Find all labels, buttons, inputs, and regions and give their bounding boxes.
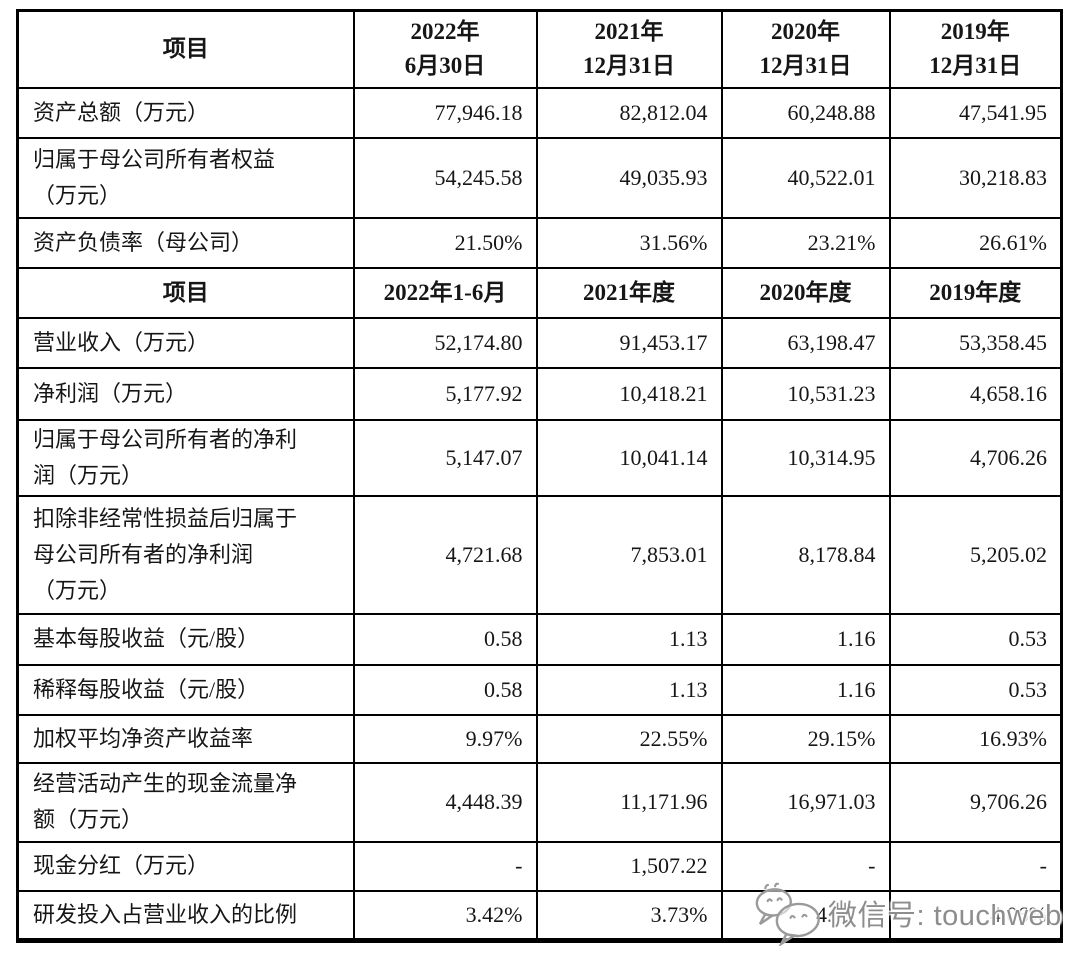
cell-value: 21.50% <box>352 216 538 269</box>
cell-value: 10,041.14 <box>535 418 723 497</box>
cell-value: 10,531.23 <box>720 366 891 421</box>
cell-value: 4,706.26 <box>888 418 1063 497</box>
cell-value: 63,198.47 <box>720 316 891 369</box>
cell-value: 9.97% <box>352 713 538 764</box>
cell-value: 4,658.16 <box>888 366 1063 421</box>
cell-value: 52,174.80 <box>352 316 538 369</box>
cell-value: - <box>888 840 1063 892</box>
cell-value: 5,205.02 <box>888 494 1063 615</box>
cell-value: 1.13 <box>535 663 723 716</box>
cell-value: 1.16 <box>720 612 891 666</box>
table-row: 扣除非经常性损益后归属于 母公司所有者的净利润 （万元） 4,721.68 7,… <box>16 494 1063 615</box>
row-label: 基本每股收益（元/股） <box>16 612 355 666</box>
cell-value: 16,971.03 <box>720 761 891 843</box>
cell-value: 82,812.04 <box>535 86 723 139</box>
table-row: 加权平均净资产收益率 9.97% 22.55% 29.15% 16.93% <box>16 713 1063 764</box>
cell-value: 91,453.17 <box>535 316 723 369</box>
header-col-2021-12-31: 2021年 12月31日 <box>535 9 723 89</box>
cell-value: 1.16 <box>720 663 891 716</box>
row-label: 经营活动产生的现金流量净 额（万元） <box>16 761 355 843</box>
cell-value: 0.53 <box>888 612 1063 666</box>
cell-value: 0.58 <box>352 612 538 666</box>
cell-value: 16.93% <box>888 713 1063 764</box>
cell-value: 0.58 <box>352 663 538 716</box>
row-label: 净利润（万元） <box>16 366 355 421</box>
header-col-2022h1: 2022年1-6月 <box>352 266 538 319</box>
cell-value: 60,248.88 <box>720 86 891 139</box>
row-label: 营业收入（万元） <box>16 316 355 369</box>
cell-value: 5,177.92 <box>352 366 538 421</box>
cell-value: 10,314.95 <box>720 418 891 497</box>
cell-value: 10,418.21 <box>535 366 723 421</box>
table-row: 营业收入（万元） 52,174.80 91,453.17 63,198.47 5… <box>16 316 1063 369</box>
cell-value: 4.06% <box>888 889 1063 942</box>
table-row: 资产总额（万元） 77,946.18 82,812.04 60,248.88 4… <box>16 86 1063 139</box>
cell-value: 77,946.18 <box>352 86 538 139</box>
cell-value: 9,706.26 <box>888 761 1063 843</box>
row-label: 加权平均净资产收益率 <box>16 713 355 764</box>
cell-value: - <box>720 840 891 892</box>
cell-value: 31.56% <box>535 216 723 269</box>
header-item-label: 项目 <box>16 9 355 89</box>
cell-value: 22.55% <box>535 713 723 764</box>
table-row: 研发投入占营业收入的比例 3.42% 3.73% 4. 4.06% <box>16 889 1063 942</box>
cell-value: 47,541.95 <box>888 86 1063 139</box>
header-col-2020: 2020年度 <box>720 266 891 319</box>
header-col-2022-06-30: 2022年 6月30日 <box>352 9 538 89</box>
table-row: 资产负债率（母公司） 21.50% 31.56% 23.21% 26.61% <box>16 216 1063 269</box>
row-label: 稀释每股收益（元/股） <box>16 663 355 716</box>
header-col-2021: 2021年度 <box>535 266 723 319</box>
row-label: 归属于母公司所有者权益 （万元） <box>16 136 355 219</box>
row-label: 资产负债率（母公司） <box>16 216 355 269</box>
table-row: 基本每股收益（元/股） 0.58 1.13 1.16 0.53 <box>16 612 1063 666</box>
table-header-row: 项目 2022年1-6月 2021年度 2020年度 2019年度 <box>16 266 1063 319</box>
table-row: 归属于母公司所有者的净利 润（万元） 5,147.07 10,041.14 10… <box>16 418 1063 497</box>
financial-summary-table: 项目 2022年 6月30日 2021年 12月31日 2020年 12月31日… <box>16 9 1063 943</box>
cell-value: 3.42% <box>352 889 538 942</box>
cell-value: 5,147.07 <box>352 418 538 497</box>
row-label: 现金分红（万元） <box>16 840 355 892</box>
table-row: 净利润（万元） 5,177.92 10,418.21 10,531.23 4,6… <box>16 366 1063 421</box>
row-label: 资产总额（万元） <box>16 86 355 139</box>
cell-value: 8,178.84 <box>720 494 891 615</box>
table-row: 归属于母公司所有者权益 （万元） 54,245.58 49,035.93 40,… <box>16 136 1063 219</box>
cell-value: 1,507.22 <box>535 840 723 892</box>
cell-value: 49,035.93 <box>535 136 723 219</box>
cell-value: 53,358.45 <box>888 316 1063 369</box>
table-row: 稀释每股收益（元/股） 0.58 1.13 1.16 0.53 <box>16 663 1063 716</box>
cell-value-obscured: 4. <box>720 889 891 942</box>
header-col-2020-12-31: 2020年 12月31日 <box>720 9 891 89</box>
header-col-2019-12-31: 2019年 12月31日 <box>888 9 1063 89</box>
row-label: 归属于母公司所有者的净利 润（万元） <box>16 418 355 497</box>
cell-value: 1.13 <box>535 612 723 666</box>
cell-value: - <box>352 840 538 892</box>
cell-value: 26.61% <box>888 216 1063 269</box>
header-item-label: 项目 <box>16 266 355 319</box>
cell-value: 40,522.01 <box>720 136 891 219</box>
cell-value: 4,448.39 <box>352 761 538 843</box>
cell-value: 29.15% <box>720 713 891 764</box>
table-row: 经营活动产生的现金流量净 额（万元） 4,448.39 11,171.96 16… <box>16 761 1063 843</box>
cell-value: 0.53 <box>888 663 1063 716</box>
cell-value: 23.21% <box>720 216 891 269</box>
cell-value: 11,171.96 <box>535 761 723 843</box>
cell-value: 3.73% <box>535 889 723 942</box>
row-label: 扣除非经常性损益后归属于 母公司所有者的净利润 （万元） <box>16 494 355 615</box>
cell-value: 30,218.83 <box>888 136 1063 219</box>
table-row: 现金分红（万元） - 1,507.22 - - <box>16 840 1063 892</box>
cell-value: 4,721.68 <box>352 494 538 615</box>
row-label: 研发投入占营业收入的比例 <box>16 889 355 942</box>
header-col-2019: 2019年度 <box>888 266 1063 319</box>
table-header-row: 项目 2022年 6月30日 2021年 12月31日 2020年 12月31日… <box>16 9 1063 89</box>
cell-value: 54,245.58 <box>352 136 538 219</box>
cell-value: 7,853.01 <box>535 494 723 615</box>
